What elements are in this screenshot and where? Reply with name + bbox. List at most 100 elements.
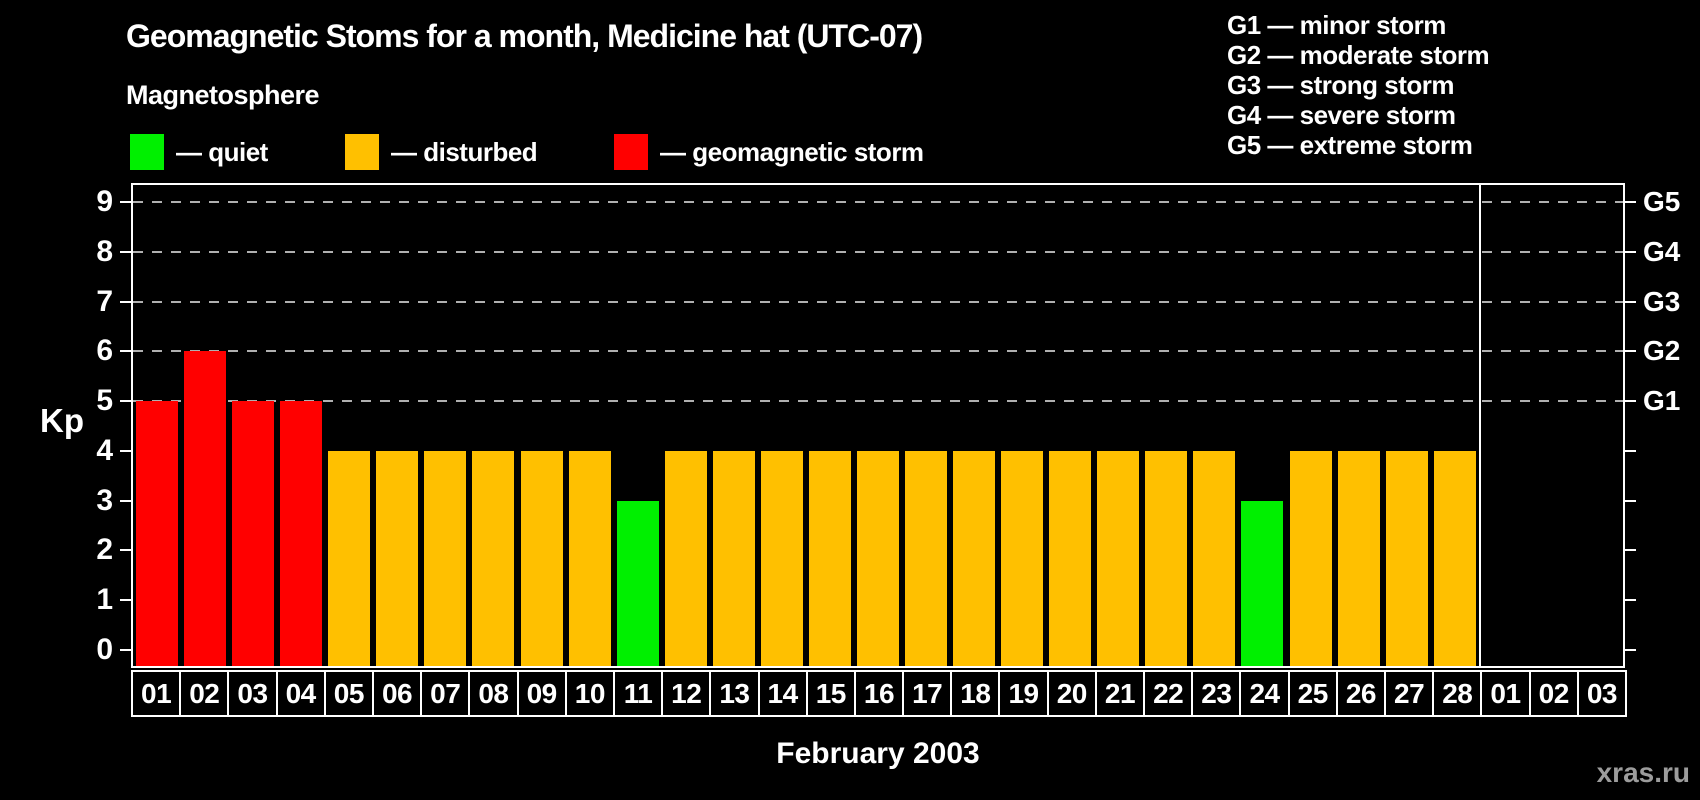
day-label-cell: 22: [1143, 670, 1194, 717]
g-scale-legend-line-4: G4 — severe storm: [1227, 100, 1456, 130]
kp-bar-day-28: [1433, 450, 1476, 666]
legend-item-quiet: — quiet: [130, 134, 268, 170]
kp-bar-day-14: [760, 450, 803, 666]
right-axis-label-g4: G4: [1643, 235, 1681, 267]
legend-label-disturbed: — disturbed: [391, 136, 538, 167]
y-axis-tick-right-1: [1625, 599, 1636, 602]
day-label-cell: 18: [950, 670, 1001, 717]
day-label-cell: 20: [1046, 670, 1097, 717]
g-scale-legend-line-3: G3 — strong storm: [1227, 70, 1454, 100]
y-axis-tick-label-6: 6: [96, 334, 113, 368]
day-label-cell: 19: [998, 670, 1049, 717]
watermark: xras.ru: [1596, 757, 1690, 788]
kp-bar-day-22: [1145, 450, 1188, 666]
kp-bar-day-26: [1337, 450, 1380, 666]
page-title: Geomagnetic Stoms for a month, Medicine …: [126, 18, 923, 54]
day-label-cell: 10: [564, 670, 615, 717]
kp-bar-day-07: [424, 450, 467, 666]
y-axis-tick-label-9: 9: [96, 184, 113, 218]
y-axis-tick-left-4: [120, 449, 131, 452]
y-axis-tick-right-6: [1625, 350, 1636, 353]
y-axis-tick-label-7: 7: [96, 284, 113, 318]
right-axis-label-g5: G5: [1643, 185, 1681, 217]
legend-swatch-disturbed: [345, 134, 379, 170]
day-label-cell: 03: [227, 670, 278, 717]
day-label-cell: 09: [516, 670, 567, 717]
y-axis-tick-left-2: [120, 549, 131, 552]
y-axis-tick-right-4: [1625, 449, 1636, 452]
legend-item-storm: — geomagnetic storm: [614, 134, 924, 170]
day-label-cell: 07: [420, 670, 471, 717]
y-axis-tick-left-7: [120, 300, 131, 303]
y-axis-tick-right-8: [1625, 250, 1636, 253]
kp-bar-day-15: [808, 450, 851, 666]
y-axis-tick-label-3: 3: [96, 483, 113, 517]
day-label-cell: 11: [612, 670, 664, 717]
y-axis-tick-right-7: [1625, 300, 1636, 303]
right-axis-label-g2: G2: [1643, 335, 1681, 367]
day-label-cell: 26: [1335, 670, 1387, 717]
grid-line-kp8: [133, 250, 1623, 253]
day-label-cell: 23: [1191, 670, 1242, 717]
kp-bar-day-17: [905, 450, 948, 666]
kp-bar-day-01: [136, 401, 178, 666]
day-label-cell: 17: [902, 670, 953, 717]
kp-bar-day-27: [1385, 450, 1428, 666]
day-label-cell: 05: [323, 670, 374, 717]
y-axis-tick-left-9: [120, 200, 131, 203]
g-scale-legend-line-1: G1 — minor storm: [1227, 10, 1446, 40]
day-label-cell: 28: [1432, 670, 1483, 717]
day-label-cell: 21: [1094, 670, 1146, 717]
plot-area: [131, 183, 1625, 668]
kp-bar-day-21: [1097, 450, 1140, 666]
day-label-cell: 06: [371, 670, 423, 717]
day-label-cell: 16: [853, 670, 905, 717]
y-axis-tick-left-6: [120, 350, 131, 353]
day-label-cell: 02: [179, 670, 230, 717]
day-label-cell: 01: [131, 670, 182, 717]
grid-line-kp9: [133, 200, 1623, 203]
y-axis-tick-label-4: 4: [96, 433, 113, 467]
y-axis-tick-label-8: 8: [96, 234, 113, 268]
y-axis-tick-right-2: [1625, 549, 1636, 552]
g-scale-legend-line-5: G5 — extreme storm: [1227, 130, 1473, 160]
y-axis-tick-label-5: 5: [96, 384, 113, 418]
day-label-cell: 27: [1384, 670, 1435, 717]
y-axis-tick-label-0: 0: [96, 633, 113, 666]
day-label-cell: 03: [1576, 670, 1627, 717]
kp-bar-day-09: [520, 450, 563, 666]
kp-bar-day-18: [953, 450, 996, 666]
grid-line-kp6: [133, 350, 1623, 353]
y-axis-tick-right-0: [1625, 649, 1636, 651]
kp-bar-day-25: [1289, 450, 1332, 666]
day-label-cell: 01: [1480, 670, 1531, 717]
legend-swatch-quiet: [130, 134, 164, 170]
right-axis-label-g1: G1: [1643, 385, 1681, 417]
y-axis-tick-label-1: 1: [96, 583, 113, 617]
legend-heading: Magnetosphere: [126, 80, 320, 110]
day-label-cell: 04: [275, 670, 326, 717]
day-label-cell: 25: [1287, 670, 1338, 717]
kp-bar-day-23: [1193, 450, 1236, 666]
y-axis-tick-right-5: [1625, 400, 1636, 403]
y-axis-tick-label-2: 2: [96, 533, 113, 567]
x-axis-title: February 2003: [776, 737, 980, 770]
kp-bar-day-24: [1241, 500, 1284, 666]
y-axis-tick-left-5: [120, 400, 131, 403]
kp-bar-day-05: [328, 450, 371, 666]
legend-item-disturbed: — disturbed: [345, 134, 538, 170]
legend-label-storm: — geomagnetic storm: [660, 136, 924, 167]
y-axis-tick-left-8: [120, 250, 131, 253]
day-label-cell: 15: [805, 670, 856, 717]
month-separator-line: [1478, 185, 1481, 666]
y-axis-tick-right-3: [1625, 499, 1636, 502]
kp-bar-day-10: [568, 450, 611, 666]
kp-bar-day-13: [712, 450, 755, 666]
kp-bar-day-20: [1049, 450, 1092, 666]
grid-line-kp7: [133, 300, 1623, 303]
y-axis-tick-left-3: [120, 499, 131, 502]
day-label-cell: 14: [757, 670, 808, 717]
kp-bar-day-03: [232, 401, 275, 666]
kp-bar-day-02: [184, 351, 227, 666]
